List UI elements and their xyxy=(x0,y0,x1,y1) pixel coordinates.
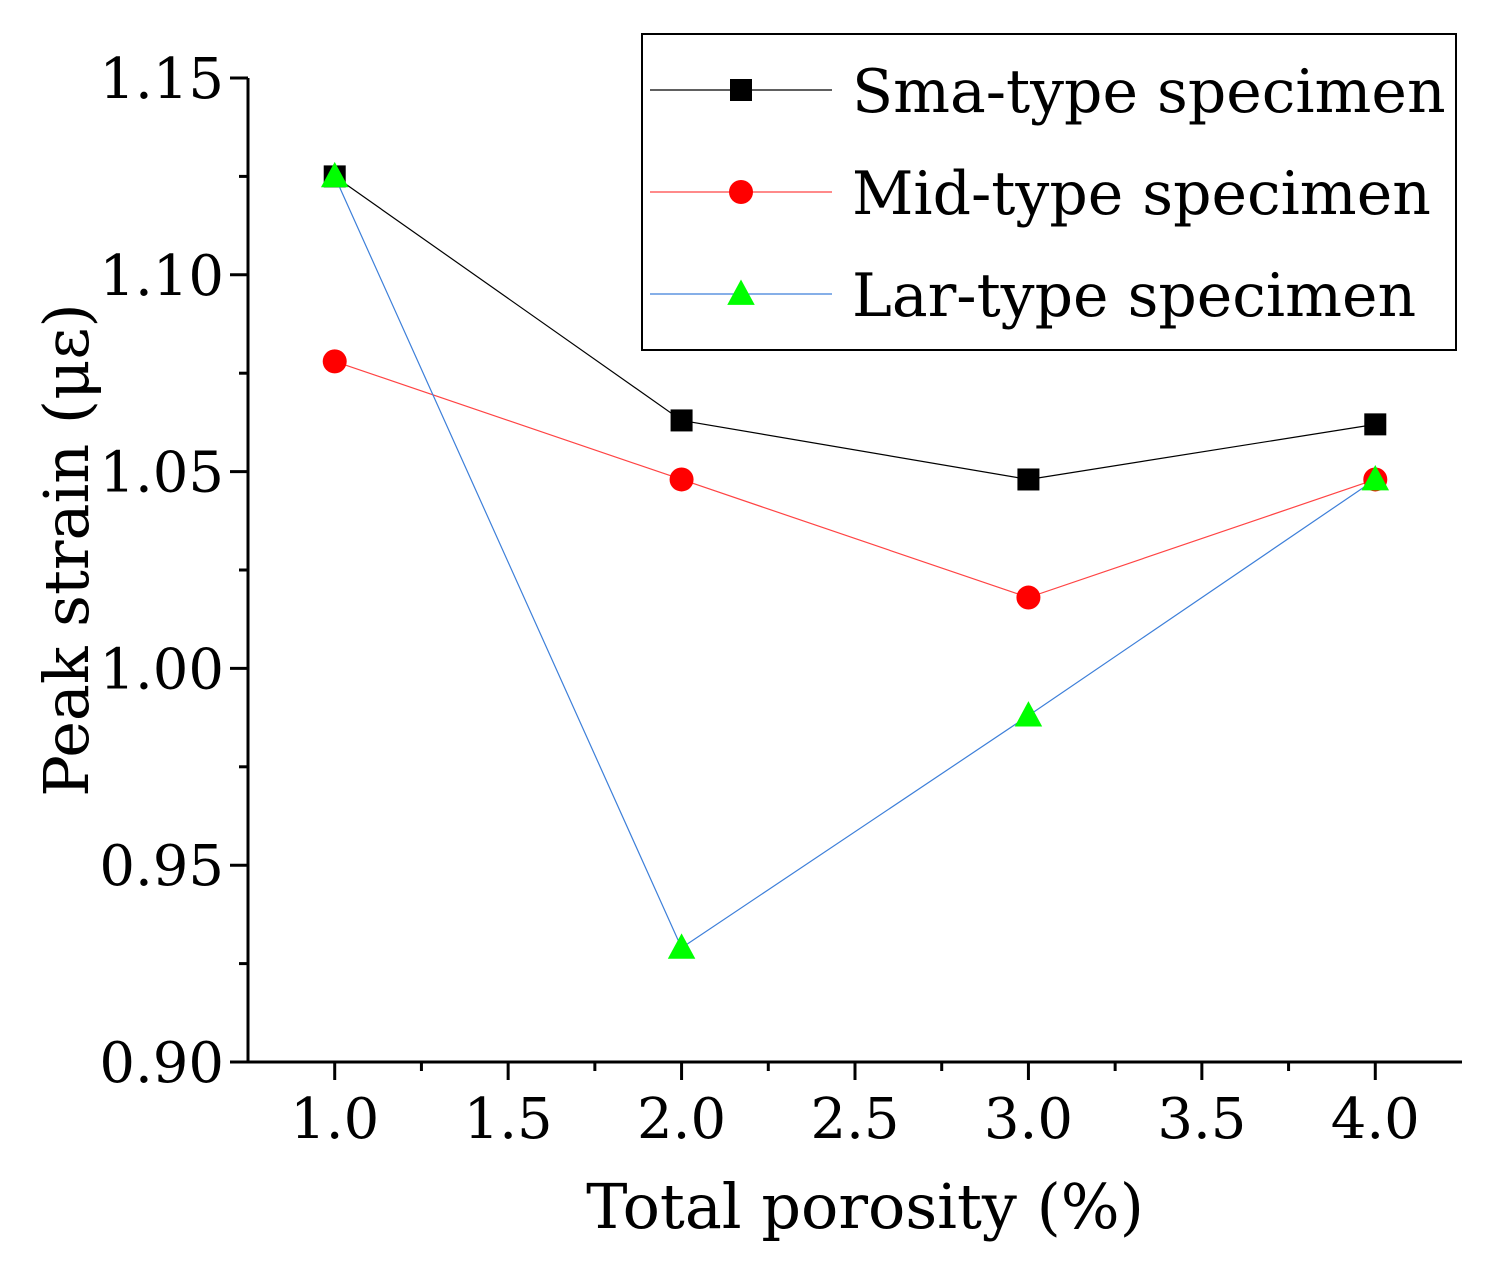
y-tick-label: 1.05 xyxy=(99,441,224,506)
data-point xyxy=(322,349,347,374)
x-tick-label: 3.5 xyxy=(1157,1087,1246,1152)
series-layer xyxy=(320,161,1390,959)
ticks-group xyxy=(230,76,1377,1080)
data-point xyxy=(667,933,696,959)
legend-item: Sma-type specimen xyxy=(650,57,1446,127)
legend-item: Lar-type specimen xyxy=(650,261,1416,331)
series-2 xyxy=(322,349,1388,610)
x-tick-label: 1.0 xyxy=(290,1087,379,1152)
data-point xyxy=(320,161,349,188)
series-3 xyxy=(320,161,1390,959)
x-tick-label: 2.0 xyxy=(637,1087,726,1152)
data-point xyxy=(670,409,693,432)
legend-marker xyxy=(729,180,753,204)
legend: Sma-type specimen Mid-type specimen Lar-ty… xyxy=(641,33,1457,351)
y-axis-title: Peak strain (με) xyxy=(30,303,103,796)
y-tick-label: 0.95 xyxy=(99,834,224,899)
data-point xyxy=(1017,468,1040,491)
data-point xyxy=(1014,701,1043,727)
legend-label: Sma-type specimen xyxy=(852,57,1446,127)
legend-item: Mid-type specimen xyxy=(650,159,1431,229)
legend-marker xyxy=(730,79,752,101)
data-point xyxy=(1364,413,1387,436)
x-tick-label: 1.5 xyxy=(464,1087,553,1152)
y-tick-label: 1.00 xyxy=(99,637,224,702)
y-tick-label: 0.90 xyxy=(99,1031,224,1096)
x-tick-label: 2.5 xyxy=(810,1087,899,1152)
series-1 xyxy=(323,165,1387,491)
series-line xyxy=(334,176,1376,949)
series-line xyxy=(334,360,1376,599)
data-point xyxy=(1361,464,1390,491)
legend-marker xyxy=(727,279,755,305)
y-tick-label: 1.10 xyxy=(99,244,224,309)
x-tick-label: 4.0 xyxy=(1331,1087,1420,1152)
x-axis-title: Total porosity (%) xyxy=(586,1170,1144,1243)
axes xyxy=(246,78,1462,1064)
data-point xyxy=(669,467,694,492)
series-line xyxy=(334,175,1376,481)
labels-group: 0.90 0.95 1.00 1.05 1.10 1.15 1.0 1.5 2.0 2.5 3.0 3… xyxy=(99,47,1420,1152)
legend-label: Lar-type specimen xyxy=(852,261,1416,331)
y-tick-label: 1.15 xyxy=(99,47,224,112)
x-tick-label: 3.0 xyxy=(984,1087,1073,1152)
data-point xyxy=(1016,585,1041,610)
legend-label: Mid-type specimen xyxy=(852,159,1431,229)
